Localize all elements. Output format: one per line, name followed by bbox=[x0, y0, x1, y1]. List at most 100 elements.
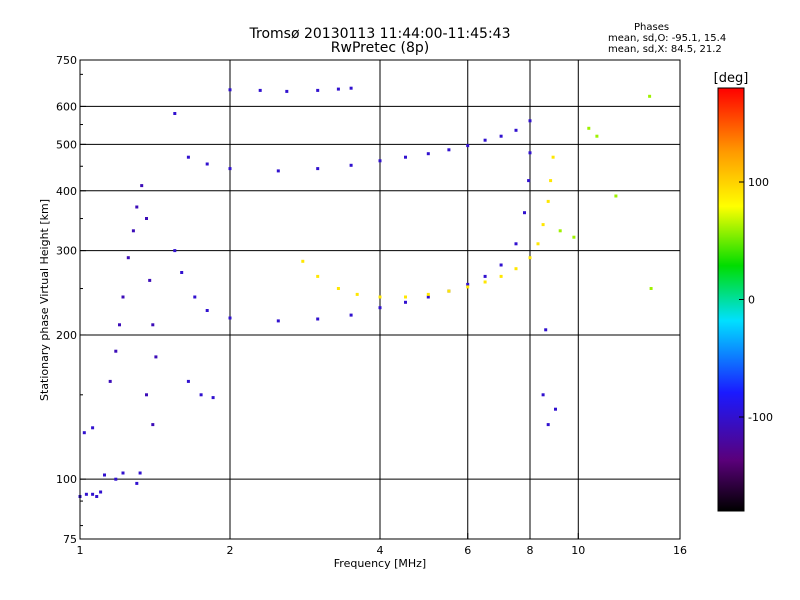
echo-point bbox=[536, 242, 540, 246]
y-tick-label: 300 bbox=[56, 245, 77, 258]
echo-point bbox=[99, 490, 103, 494]
echo-point bbox=[466, 144, 470, 148]
echo-point bbox=[121, 295, 125, 299]
echo-point bbox=[316, 274, 320, 278]
echo-point bbox=[541, 393, 545, 397]
echo-point bbox=[544, 328, 548, 332]
echo-point bbox=[186, 155, 190, 159]
phase-stats-o-mode: mean, sd,O: -95.1, 15.4 bbox=[608, 33, 727, 44]
colorbar-label: [deg] bbox=[714, 71, 749, 86]
echo-point bbox=[82, 431, 86, 435]
echo-point bbox=[148, 278, 152, 282]
echo-point bbox=[614, 194, 618, 198]
x-tick-label: 8 bbox=[527, 544, 534, 557]
y-tick-label: 75 bbox=[63, 533, 77, 546]
echo-point bbox=[572, 235, 576, 239]
chart-title: Tromsø 20130113 11:44:00-11:45:43 bbox=[249, 26, 511, 42]
echo-point bbox=[546, 199, 550, 203]
echo-point bbox=[595, 134, 599, 138]
y-tick-label: 400 bbox=[56, 185, 77, 198]
echo-point bbox=[649, 287, 653, 290]
colorbar-tick-label: 100 bbox=[748, 176, 769, 189]
echo-point bbox=[91, 426, 95, 430]
echo-point bbox=[228, 316, 232, 320]
echo-point bbox=[527, 179, 531, 183]
echo-point bbox=[114, 477, 118, 481]
echo-point bbox=[140, 184, 144, 188]
echo-point bbox=[228, 88, 232, 92]
x-tick-label: 1 bbox=[77, 544, 84, 557]
y-tick-label: 500 bbox=[56, 138, 77, 151]
echo-point bbox=[528, 119, 532, 123]
echo-point bbox=[499, 274, 503, 278]
echo-point bbox=[151, 423, 155, 427]
echo-point bbox=[549, 179, 553, 183]
echo-point bbox=[404, 300, 407, 304]
echo-point bbox=[554, 407, 557, 411]
echo-point bbox=[138, 471, 142, 475]
echo-point bbox=[173, 112, 177, 115]
echo-point bbox=[276, 319, 280, 323]
echo-point bbox=[426, 152, 430, 156]
x-tick-label: 2 bbox=[227, 544, 234, 557]
echo-point bbox=[276, 169, 280, 173]
echo-point bbox=[499, 263, 503, 267]
echo-point bbox=[131, 229, 135, 233]
echo-point bbox=[349, 313, 353, 317]
echo-point bbox=[558, 229, 562, 233]
echo-point bbox=[523, 211, 526, 215]
echo-point bbox=[285, 89, 289, 93]
chart-subtitle: RwPretec (8p) bbox=[330, 40, 430, 56]
echo-point bbox=[126, 256, 130, 260]
phase-stats-x-mode: mean, sd,X: 84.5, 21.2 bbox=[608, 44, 722, 55]
echo-point bbox=[135, 205, 139, 209]
echo-point bbox=[173, 249, 177, 253]
echo-point bbox=[447, 148, 451, 152]
x-tick-label: 4 bbox=[377, 544, 384, 557]
x-tick-label: 6 bbox=[464, 544, 471, 557]
echo-point bbox=[528, 256, 532, 260]
echo-point bbox=[118, 323, 121, 327]
echo-point bbox=[378, 306, 382, 310]
x-tick-label: 10 bbox=[571, 544, 585, 557]
echo-point bbox=[466, 285, 470, 289]
echo-point bbox=[91, 492, 95, 496]
echo-point bbox=[258, 88, 262, 92]
echo-point bbox=[199, 393, 203, 397]
grid-layer bbox=[80, 60, 680, 539]
echo-point bbox=[483, 274, 487, 278]
data-points-layer bbox=[78, 86, 653, 498]
echo-point bbox=[228, 167, 232, 171]
echo-point bbox=[349, 86, 353, 90]
y-axis-title: Stationary phase Virtual Height [km] bbox=[38, 199, 51, 401]
echo-point bbox=[151, 323, 155, 327]
x-tick-label: 16 bbox=[673, 544, 687, 557]
echo-point bbox=[499, 134, 503, 138]
echo-point bbox=[404, 295, 407, 299]
colorbar-tick-label: -100 bbox=[748, 411, 773, 424]
echo-point bbox=[154, 355, 158, 359]
tick-labels-layer: 1 2 4 6 8 10 16 75 100 200 300 400 500 600 750 bbox=[56, 54, 687, 557]
echo-point bbox=[546, 423, 550, 427]
echo-point bbox=[514, 267, 518, 271]
echo-point bbox=[205, 162, 209, 166]
echo-point bbox=[648, 94, 652, 98]
echo-point bbox=[355, 292, 359, 296]
echo-point bbox=[378, 159, 382, 163]
echo-point bbox=[316, 317, 320, 321]
echo-point bbox=[186, 379, 190, 383]
echo-point bbox=[514, 242, 518, 246]
colorbar-ticks: 100 0 -100 bbox=[739, 176, 773, 424]
echo-point bbox=[95, 495, 99, 498]
y-tick-label: 600 bbox=[56, 100, 77, 113]
echo-point bbox=[205, 309, 209, 312]
echo-point bbox=[551, 155, 555, 159]
echo-point bbox=[349, 163, 353, 167]
echo-point bbox=[336, 87, 340, 91]
echo-point bbox=[483, 280, 487, 284]
echo-point bbox=[514, 128, 518, 132]
echo-point bbox=[84, 492, 88, 496]
echo-point bbox=[108, 379, 112, 383]
echo-point bbox=[145, 393, 148, 397]
echo-point bbox=[145, 217, 148, 220]
